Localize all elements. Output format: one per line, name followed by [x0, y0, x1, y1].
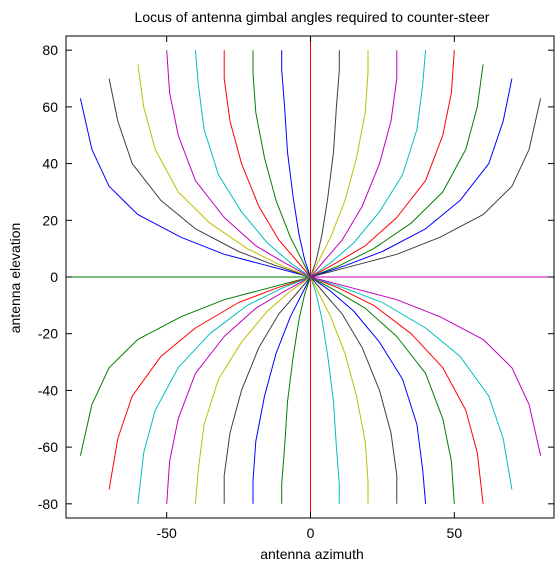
series-line-33 — [310, 276, 513, 490]
series-line-13 — [310, 50, 398, 278]
series-line-23 — [194, 276, 311, 504]
series-line-8 — [223, 50, 311, 278]
y-tick-label-6: -40 — [38, 382, 58, 398]
series-line-17 — [310, 78, 513, 278]
series-line-20 — [108, 276, 311, 490]
series-line-22 — [166, 276, 311, 504]
series-line-24 — [223, 276, 311, 504]
series-line-11 — [310, 50, 340, 278]
series-line-32 — [310, 276, 484, 504]
series-line-27 — [310, 276, 340, 504]
axes: -50 0 50 80 60 40 20 0 -20 -40 -60 -80 — [38, 35, 555, 541]
series-line-28 — [310, 276, 369, 504]
series-line-34 — [310, 276, 542, 456]
y-tick-label-4: 0 — [50, 269, 58, 285]
series-line-19 — [79, 276, 311, 456]
series-line-26 — [281, 276, 311, 504]
y-tick-label-0: 80 — [42, 42, 58, 58]
series-line-30 — [310, 276, 427, 504]
series-line-31 — [310, 276, 455, 504]
series-line-18 — [310, 98, 542, 278]
x-axis-label: antenna azimuth — [260, 546, 364, 562]
series-line-14 — [310, 50, 427, 278]
y-tick-label-5: -20 — [38, 326, 58, 342]
series-line-12 — [310, 50, 369, 278]
series-line-5 — [137, 64, 311, 278]
series-line-25 — [252, 276, 311, 504]
series-line-4 — [108, 78, 311, 278]
y-tick-label-1: 60 — [42, 99, 58, 115]
plot-area — [66, 36, 555, 518]
series-line-3 — [79, 98, 311, 278]
series-line-7 — [194, 50, 311, 278]
series-line-9 — [252, 50, 311, 278]
y-axis-label: antenna elevation — [7, 223, 23, 334]
y-tick-label-8: -80 — [38, 496, 58, 512]
x-tick-label-2: 50 — [447, 525, 463, 541]
y-tick-label-7: -60 — [38, 439, 58, 455]
series-line-10 — [281, 50, 311, 278]
series-line-6 — [166, 50, 311, 278]
series-line-21 — [137, 276, 311, 504]
x-tick-label-1: 0 — [307, 525, 315, 541]
y-tick-label-2: 40 — [42, 156, 58, 172]
series-group — [66, 36, 555, 518]
series-line-15 — [310, 50, 455, 278]
chart-title: Locus of antenna gimbal angles required … — [135, 9, 490, 25]
x-tick-label-0: -50 — [157, 525, 177, 541]
series-line-29 — [310, 276, 398, 504]
y-tick-label-3: 20 — [42, 212, 58, 228]
series-line-16 — [310, 64, 484, 278]
